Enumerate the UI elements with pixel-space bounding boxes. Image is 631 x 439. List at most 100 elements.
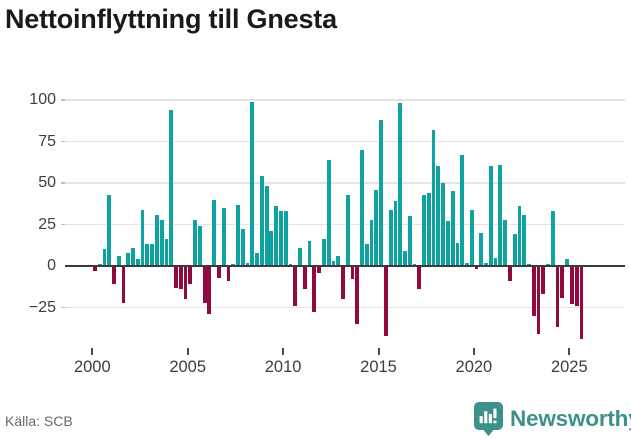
- x-axis-label: 2000: [73, 358, 111, 376]
- bar-positive: [407, 216, 412, 266]
- bar-negative: [121, 266, 126, 303]
- bar-positive: [126, 252, 131, 266]
- bar-positive: [197, 226, 202, 266]
- logo-text: Newsworthy: [510, 406, 631, 431]
- y-axis-label: 75: [38, 132, 56, 150]
- bar-positive: [503, 219, 508, 266]
- gridline-75: [65, 140, 625, 143]
- x-axis-tick: [377, 348, 380, 355]
- bar-negative: [226, 266, 231, 281]
- chart-title: Nettoinflyttning till Gnesta: [5, 4, 337, 34]
- bar-positive: [169, 109, 174, 266]
- bar-positive: [298, 247, 302, 266]
- bar-positive: [102, 249, 107, 266]
- y-axis-label: 50: [38, 174, 56, 191]
- source-label: Källa: SCB: [5, 413, 73, 429]
- bar-positive: [274, 206, 279, 266]
- bar-positive: [379, 119, 383, 266]
- gridline-50: [65, 182, 625, 184]
- y-axis-label: −25: [28, 298, 56, 316]
- y-axis-tick: [61, 99, 65, 101]
- y-axis-label: 25: [38, 215, 56, 233]
- bar-positive: [445, 221, 450, 266]
- bar-negative: [350, 266, 355, 280]
- x-axis-label: 2025: [550, 358, 588, 376]
- bar-positive: [484, 262, 488, 266]
- bar-negative: [560, 266, 565, 298]
- bar-negative: [207, 266, 212, 315]
- bar-positive: [479, 232, 484, 266]
- bar-positive: [321, 239, 326, 266]
- bar-negative: [383, 266, 388, 336]
- bar-positive: [360, 149, 364, 266]
- newsworthy-logo-link[interactable]: Newsworthy: [474, 401, 631, 437]
- bar-negative: [174, 266, 178, 288]
- bar-negative: [302, 266, 307, 290]
- x-axis-tick: [282, 348, 285, 355]
- bar-positive: [307, 241, 312, 266]
- bar-positive: [240, 229, 245, 266]
- bar-positive: [517, 206, 522, 266]
- bar-positive: [236, 204, 240, 266]
- bar-positive: [512, 234, 517, 266]
- bar-positive: [107, 194, 112, 266]
- bar-positive: [269, 231, 274, 266]
- bar-positive: [403, 251, 407, 266]
- bar-positive: [159, 219, 164, 266]
- bar-negative: [541, 266, 546, 295]
- bar-negative: [507, 266, 512, 281]
- bar-positive: [259, 176, 264, 266]
- bar-positive: [193, 219, 197, 266]
- bar-positive: [345, 194, 350, 266]
- bar-positive: [326, 159, 331, 266]
- x-axis-label: 2015: [360, 358, 397, 376]
- gridline--25: [65, 306, 625, 309]
- bar-negative: [536, 266, 541, 335]
- bar-positive: [135, 259, 140, 266]
- bar-positive: [116, 256, 121, 266]
- bar-negative: [293, 266, 298, 306]
- bar-positive: [565, 259, 570, 266]
- bar-positive: [331, 261, 336, 266]
- x-axis-label: 2010: [264, 358, 302, 376]
- y-axis-tick: [61, 306, 65, 309]
- bar-positive: [145, 244, 150, 266]
- y-axis-label: 100: [29, 91, 56, 108]
- x-axis-tick: [91, 348, 94, 355]
- gridline-100: [65, 99, 625, 101]
- x-axis-label: 2020: [455, 358, 493, 376]
- bar-positive: [336, 256, 341, 266]
- bar-negative: [417, 266, 422, 290]
- bar-negative: [555, 266, 560, 328]
- x-axis-tick: [472, 348, 475, 355]
- bar-negative: [317, 266, 321, 273]
- bar-positive: [436, 166, 441, 266]
- bar-negative: [341, 266, 345, 300]
- bar-negative: [574, 266, 579, 306]
- bar-negative: [570, 266, 574, 305]
- bar-negative: [93, 266, 97, 271]
- bar-positive: [212, 199, 217, 266]
- bar-positive: [221, 207, 226, 266]
- bar-positive: [550, 211, 555, 266]
- bar-positive: [369, 219, 374, 266]
- bar-positive: [488, 166, 493, 266]
- y-axis-tick: [61, 140, 65, 143]
- bar-positive: [441, 183, 445, 266]
- y-axis-label: 0: [47, 257, 56, 274]
- bar-positive: [283, 211, 288, 266]
- bar-negative: [202, 266, 207, 303]
- x-axis-label: 2005: [169, 358, 207, 376]
- gridline-25: [65, 223, 625, 226]
- bar-positive: [364, 244, 369, 266]
- bar-positive: [164, 239, 169, 266]
- bar-positive: [374, 189, 379, 266]
- bar-positive: [393, 201, 398, 266]
- bar-positive: [150, 244, 155, 266]
- bar-negative: [474, 266, 479, 270]
- bar-negative: [183, 266, 188, 300]
- bar-negative: [579, 266, 584, 340]
- bar-positive: [450, 191, 455, 266]
- bar-chart-pin-icon: [474, 402, 503, 436]
- bar-positive: [469, 209, 474, 266]
